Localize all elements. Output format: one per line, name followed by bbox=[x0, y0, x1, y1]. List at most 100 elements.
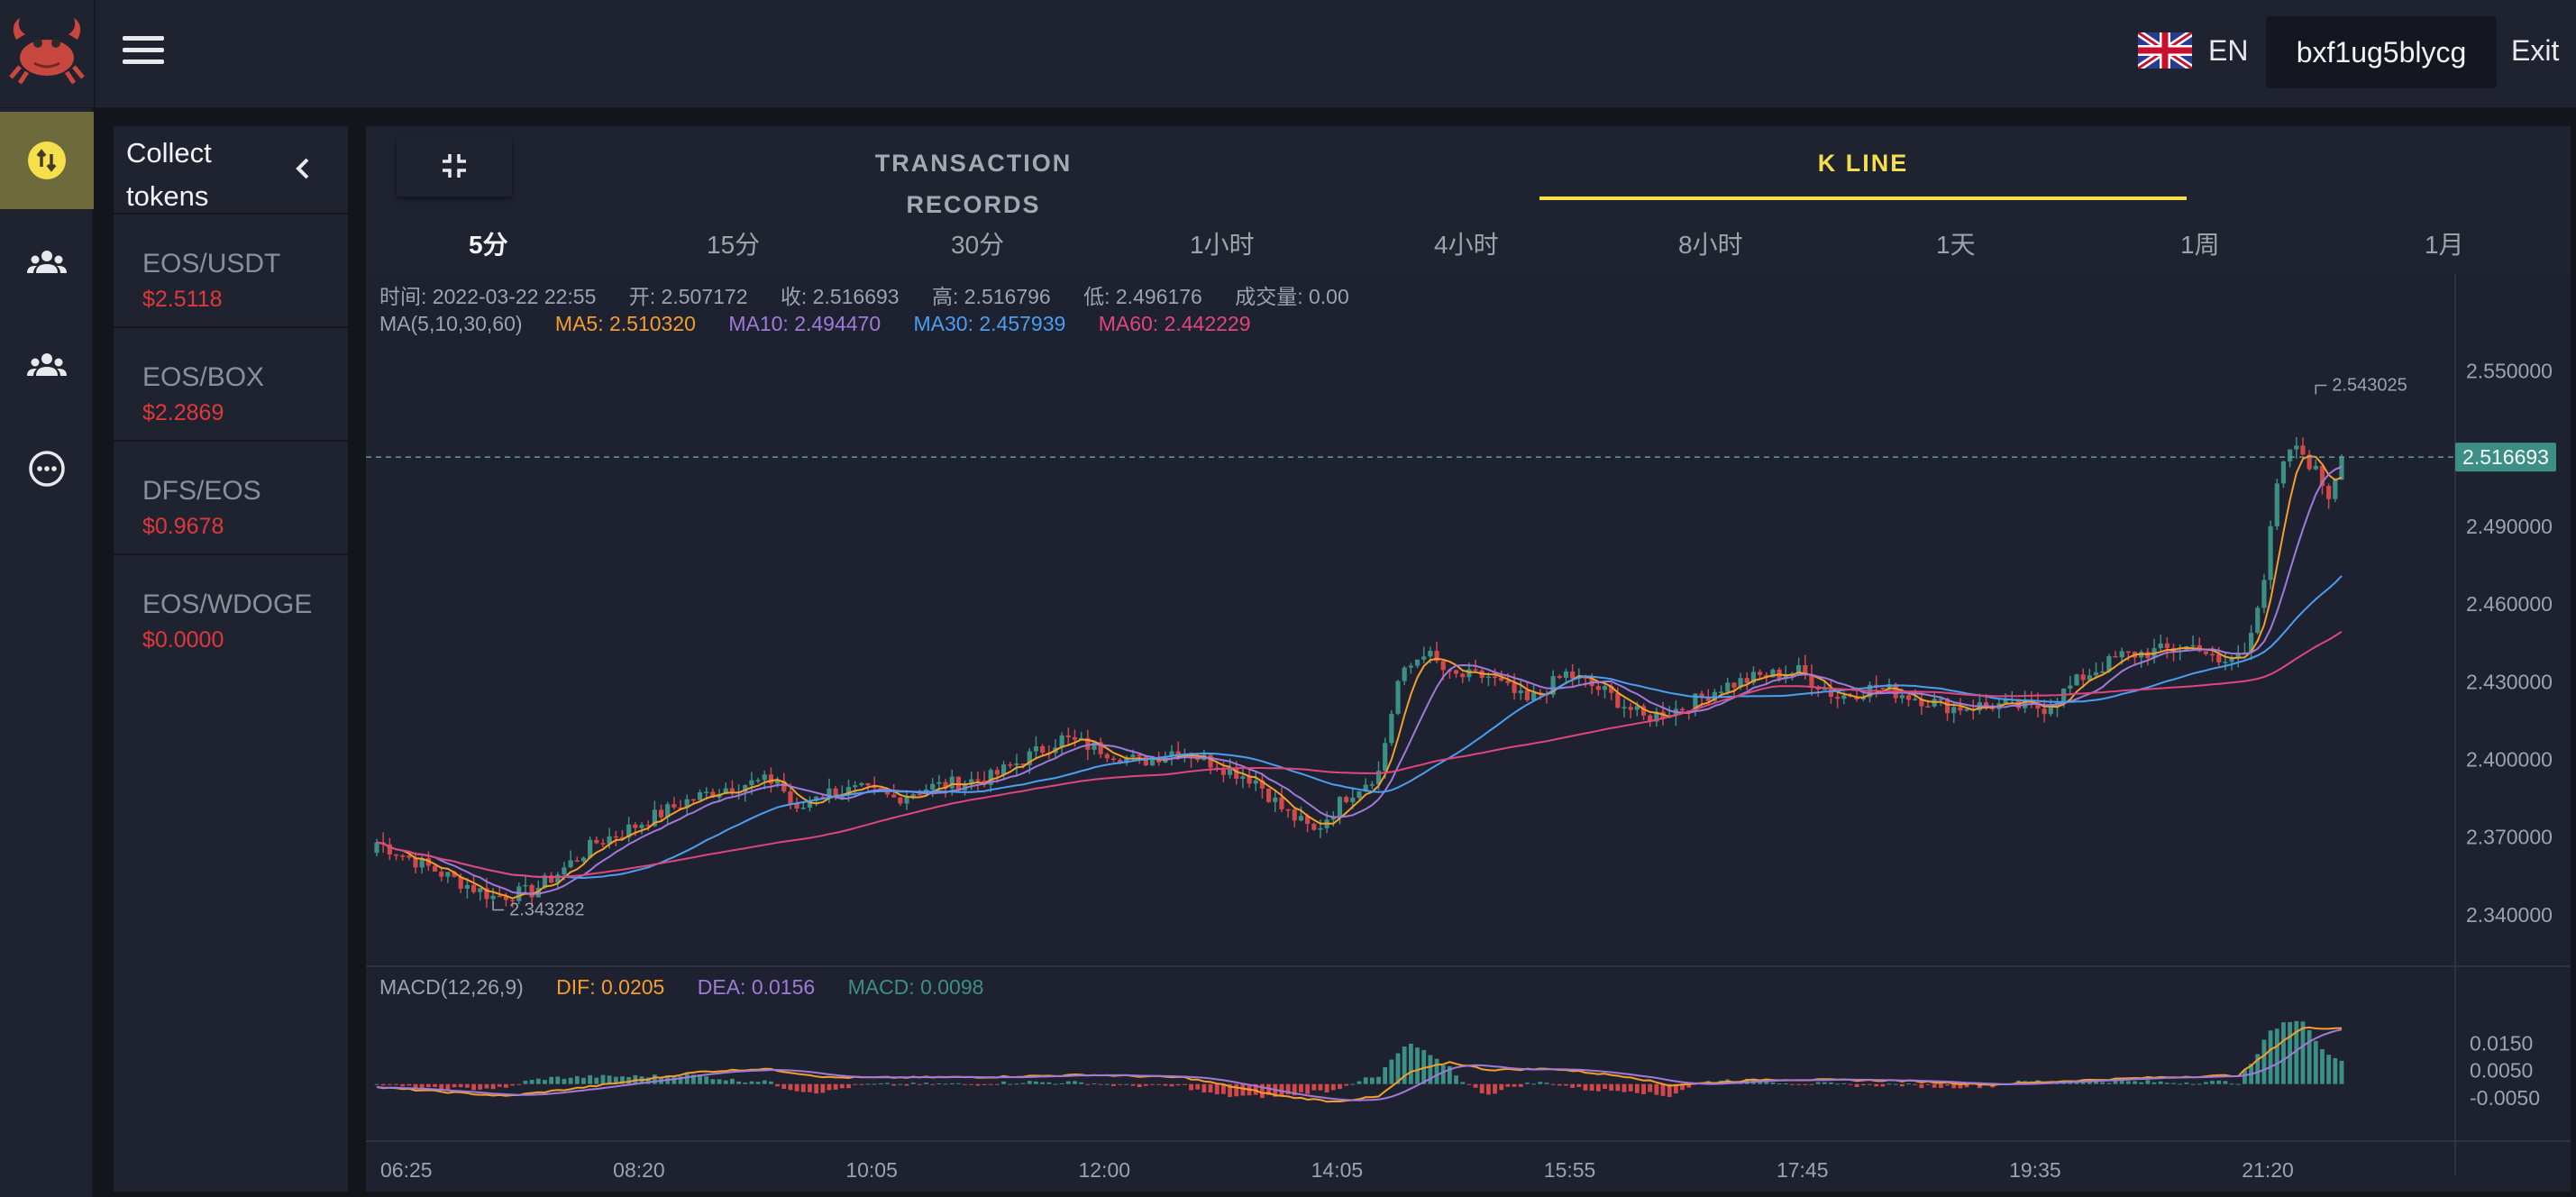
macd-bar-down bbox=[1156, 1083, 1162, 1085]
candle-up bbox=[639, 825, 644, 828]
macd-bar-down bbox=[1951, 1083, 1957, 1089]
macd-bar-down bbox=[1499, 1083, 1504, 1091]
time-tick-label: 06:25 bbox=[380, 1158, 433, 1182]
macd-bar-up bbox=[2307, 1029, 2312, 1084]
kline-chart[interactable]: 2.550000 2.490000 2.460000 2.430000 2.400000… bbox=[366, 274, 2571, 1192]
ma-label: MA(5,10,30,60) bbox=[379, 312, 523, 335]
time-tick-label: 14:05 bbox=[1311, 1158, 1364, 1182]
macd-bar-down bbox=[1964, 1083, 1969, 1088]
macd-bar-down bbox=[1557, 1083, 1562, 1086]
tab-k-line[interactable]: K LINE bbox=[1539, 142, 2187, 200]
macd-bar-up bbox=[769, 1081, 773, 1084]
candle-up bbox=[535, 887, 541, 898]
macd-bar-down bbox=[1299, 1083, 1303, 1092]
candle-up bbox=[1750, 672, 1757, 683]
macd-bar-up bbox=[1395, 1053, 1401, 1084]
candle-up bbox=[490, 895, 496, 900]
candle-up bbox=[1725, 682, 1731, 692]
interval-1h[interactable]: 1小时 bbox=[1190, 231, 1255, 259]
macd-bar-up bbox=[652, 1074, 657, 1084]
interval-8h[interactable]: 8小时 bbox=[1678, 231, 1743, 259]
rail-item-more[interactable] bbox=[0, 420, 94, 517]
candle-up bbox=[1550, 676, 1556, 695]
candle-up bbox=[969, 779, 974, 784]
candle-up bbox=[743, 785, 748, 792]
candle-down bbox=[1473, 669, 1478, 671]
interval-30m[interactable]: 30分 bbox=[951, 231, 1005, 259]
macd-bar-down bbox=[891, 1083, 897, 1086]
kline-chart-canvas[interactable]: 2.550000 2.490000 2.460000 2.430000 2.400000… bbox=[366, 274, 2571, 1192]
account-name[interactable]: bxf1ug5blycg bbox=[2266, 16, 2497, 88]
macd-bar-down bbox=[1130, 1083, 1136, 1086]
macd-bar-up bbox=[2094, 1081, 2098, 1084]
macd-bar-up bbox=[1886, 1083, 1892, 1085]
rail-item-group-2[interactable] bbox=[0, 317, 94, 415]
macd-bar-up bbox=[2274, 1028, 2279, 1084]
macd-bar-down bbox=[1260, 1083, 1265, 1099]
candle-up bbox=[2313, 465, 2318, 470]
price-tick-label: 2.490000 bbox=[2466, 515, 2553, 538]
interval-4h[interactable]: 4小时 bbox=[1434, 231, 1499, 259]
candle-down bbox=[1285, 809, 1291, 811]
macd-bar-up bbox=[607, 1075, 612, 1084]
macd-bar-down bbox=[1913, 1083, 1918, 1085]
token-item-eos-box[interactable]: EOS/BOX $2.2869 bbox=[114, 328, 348, 442]
candle-down bbox=[690, 799, 696, 801]
macd-bar-up bbox=[2145, 1080, 2151, 1084]
token-item-eos-usdt[interactable]: EOS/USDT $2.5118 bbox=[114, 215, 348, 328]
candle-up bbox=[1466, 669, 1472, 678]
candle-up bbox=[1964, 708, 1969, 711]
interval-1w[interactable]: 1周 bbox=[2180, 231, 2220, 259]
candle-up bbox=[1130, 754, 1136, 757]
macd-bar-up bbox=[698, 1074, 702, 1084]
candle-up bbox=[1913, 699, 1918, 700]
token-item-eos-wdoge[interactable]: EOS/WDOGE $0.0000 bbox=[114, 555, 348, 669]
collapse-view-button[interactable] bbox=[397, 135, 512, 196]
time-tick-label: 19:35 bbox=[2009, 1158, 2061, 1182]
macd-bar-down bbox=[1564, 1083, 1568, 1086]
macd-bar-down bbox=[859, 1083, 864, 1085]
macd-bar-down bbox=[433, 1083, 437, 1087]
macd-bar-down bbox=[1621, 1083, 1627, 1092]
candle-down bbox=[2203, 651, 2209, 654]
token-item-dfs-eos[interactable]: DFS/EOS $0.9678 bbox=[114, 442, 348, 555]
macd-bar-up bbox=[1376, 1076, 1381, 1084]
info-open: 开: 2.507172 bbox=[628, 285, 748, 308]
macd-bar-down bbox=[1667, 1083, 1672, 1098]
candle-up bbox=[374, 842, 379, 854]
interval-15m[interactable]: 15分 bbox=[707, 231, 761, 259]
candle-down bbox=[1609, 686, 1614, 693]
rail-item-group-1[interactable] bbox=[0, 215, 94, 312]
exit-button[interactable]: Exit bbox=[2511, 34, 2560, 67]
macd-bar-up bbox=[1906, 1083, 1911, 1085]
uk-flag-icon[interactable] bbox=[2138, 32, 2192, 69]
rail-item-exchange[interactable] bbox=[0, 112, 94, 209]
macd-bar-down bbox=[1214, 1083, 1219, 1095]
candle-down bbox=[1615, 692, 1621, 708]
language-label[interactable]: EN bbox=[2208, 34, 2249, 67]
candle-up bbox=[1951, 707, 1957, 714]
interval-1d[interactable]: 1天 bbox=[1936, 231, 1976, 259]
candle-down bbox=[432, 865, 438, 873]
menu-icon[interactable] bbox=[123, 36, 164, 69]
macd-bar-up bbox=[1040, 1082, 1046, 1084]
macd-bar-up bbox=[523, 1081, 528, 1084]
macd-bar-up bbox=[1020, 1083, 1026, 1084]
token-price: $2.5118 bbox=[142, 287, 223, 312]
candle-down bbox=[678, 807, 683, 809]
info-low: 低: 2.496176 bbox=[1083, 285, 1202, 308]
info-volume: 成交量: 0.00 bbox=[1235, 285, 1349, 308]
candle-down bbox=[1905, 695, 1912, 700]
macd-bar-down bbox=[1848, 1083, 1853, 1085]
max-marker-label: 2.543025 bbox=[2332, 376, 2407, 396]
macd-bar-up bbox=[1428, 1055, 1433, 1084]
interval-1mo[interactable]: 1月 bbox=[2425, 231, 2464, 259]
chevron-left-icon[interactable] bbox=[288, 153, 317, 184]
macd-bar-up bbox=[613, 1076, 618, 1084]
candle-up bbox=[2249, 633, 2254, 653]
candle-down bbox=[413, 857, 418, 868]
tab-transaction-records[interactable]: TRANSACTION RECORDS bbox=[874, 150, 1073, 218]
macd-bar-up bbox=[2151, 1082, 2157, 1084]
candle-down bbox=[781, 781, 787, 792]
interval-5m[interactable]: 5分 bbox=[469, 231, 508, 259]
